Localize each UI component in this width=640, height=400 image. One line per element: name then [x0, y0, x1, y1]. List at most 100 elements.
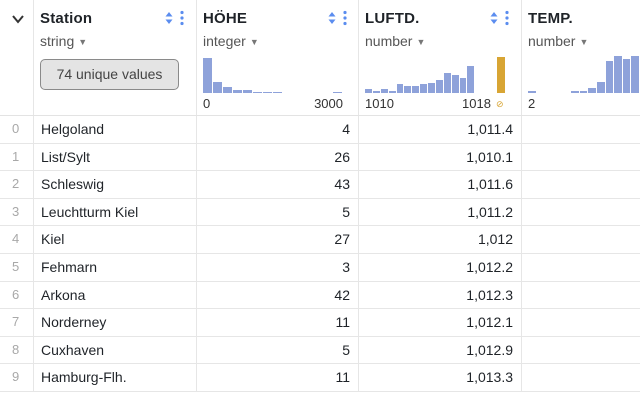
cell-temp[interactable] — [522, 282, 640, 309]
cell-station[interactable]: Kiel — [34, 226, 197, 253]
cell-hohe[interactable]: 3 — [197, 253, 359, 281]
cell-luftd[interactable]: 1,012.1 — [359, 309, 522, 336]
column-menu-icon[interactable] — [180, 10, 184, 26]
grid-header: Station string ▼ 74 unique values HÖHE in… — [0, 0, 640, 116]
cell-luftd[interactable]: 1,012.3 — [359, 281, 522, 309]
column-menu-icon[interactable] — [505, 10, 509, 26]
histogram-bar — [596, 81, 605, 93]
sort-icon[interactable] — [490, 11, 498, 25]
unique-values-badge[interactable]: 74 unique values — [40, 59, 179, 90]
histogram-max-label: 3000 — [314, 96, 343, 111]
type-dropdown[interactable]: number ▼ — [528, 33, 588, 49]
sort-icon[interactable] — [165, 11, 173, 25]
cell-luftd[interactable]: 1,012 — [359, 226, 522, 253]
cell-hohe[interactable]: 5 — [197, 198, 359, 226]
column-header-temp[interactable]: TEMP. number ▼ 2 — [522, 0, 640, 115]
cell-temp[interactable] — [522, 226, 640, 253]
histogram-bar — [467, 66, 475, 93]
table-row[interactable]: 4 Kiel 27 1,012 — [0, 226, 640, 254]
histogram-bar — [459, 78, 467, 93]
histogram-bar — [396, 84, 404, 93]
histogram-min-label: 1010 — [365, 96, 394, 111]
cell-luftd[interactable]: 1,012.2 — [359, 253, 522, 281]
type-dropdown[interactable]: string ▼ — [40, 33, 87, 49]
histogram-bar — [223, 87, 232, 93]
cell-hohe[interactable]: 26 — [197, 143, 359, 171]
table-row[interactable]: 0 Helgoland 4 1,011.4 — [0, 116, 640, 144]
table-row[interactable]: 8 Cuxhaven 5 1,012.9 — [0, 336, 640, 365]
histogram-bar — [588, 87, 596, 93]
cell-luftd[interactable]: 1,013.3 — [359, 364, 522, 391]
table-row[interactable]: 5 Fehmarn 3 1,012.2 — [0, 253, 640, 282]
cell-hohe[interactable]: 4 — [197, 116, 359, 143]
histogram-bar — [372, 90, 380, 93]
cell-station[interactable]: Arkona — [34, 281, 197, 309]
histogram-bar — [380, 88, 388, 93]
row-index: 1 — [0, 143, 34, 171]
row-index: 5 — [0, 253, 34, 281]
cell-station[interactable]: Schleswig — [34, 171, 197, 198]
histogram-bar — [443, 73, 451, 93]
table-row[interactable]: 1 List/Sylt 26 1,010.1 — [0, 143, 640, 172]
cell-temp[interactable] — [522, 144, 640, 171]
histogram-bar — [333, 92, 342, 93]
cell-hohe[interactable]: 42 — [197, 281, 359, 309]
cell-station[interactable]: Helgoland — [34, 116, 197, 143]
type-dropdown[interactable]: integer ▼ — [203, 33, 259, 49]
cell-station[interactable]: Hamburg-Flh. — [34, 364, 197, 391]
type-label: string — [40, 33, 75, 49]
type-label: number — [365, 33, 413, 49]
cell-temp[interactable] — [522, 254, 640, 281]
row-index: 2 — [0, 171, 34, 198]
cell-station[interactable]: Fehmarn — [34, 253, 197, 281]
row-index: 4 — [0, 226, 34, 253]
column-header-station[interactable]: Station string ▼ 74 unique values — [34, 0, 197, 115]
histogram-luftd[interactable] — [365, 56, 491, 93]
column-header-hohe[interactable]: HÖHE integer ▼ 0 3000 — [197, 0, 359, 115]
histogram-max-label: 1018 — [462, 96, 491, 111]
histogram-bar — [404, 86, 412, 93]
row-index: 9 — [0, 364, 34, 391]
histogram-bar — [451, 74, 459, 93]
cell-station[interactable]: Leuchtturm Kiel — [34, 198, 197, 226]
cell-station[interactable]: Norderney — [34, 309, 197, 336]
column-title: HÖHE — [203, 10, 248, 27]
table-row[interactable]: 7 Norderney 11 1,012.1 — [0, 309, 640, 337]
null-icon: ⊘ — [496, 99, 504, 109]
null-bar-luftd[interactable] — [497, 56, 505, 93]
cell-station[interactable]: Cuxhaven — [34, 336, 197, 364]
row-index: 7 — [0, 309, 34, 336]
cell-temp[interactable] — [522, 337, 640, 364]
histogram-temp[interactable] — [528, 56, 640, 93]
type-dropdown[interactable]: number ▼ — [365, 33, 425, 49]
cell-temp[interactable] — [522, 199, 640, 226]
cell-luftd[interactable]: 1,012.9 — [359, 336, 522, 364]
column-header-luftd[interactable]: LUFTD. number ▼ 1010 1018 ⊘ — [359, 0, 522, 115]
cell-temp[interactable] — [522, 309, 640, 336]
table-row[interactable]: 3 Leuchtturm Kiel 5 1,011.2 — [0, 198, 640, 227]
cell-hohe[interactable]: 43 — [197, 171, 359, 198]
table-row[interactable]: 2 Schleswig 43 1,011.6 — [0, 171, 640, 199]
histogram-bar — [435, 79, 443, 93]
cell-hohe[interactable]: 11 — [197, 309, 359, 336]
cell-temp[interactable] — [522, 364, 640, 391]
cell-temp[interactable] — [522, 171, 640, 198]
histogram-hohe[interactable] — [203, 56, 343, 93]
cell-hohe[interactable]: 27 — [197, 226, 359, 253]
cell-luftd[interactable]: 1,011.6 — [359, 171, 522, 198]
cell-station[interactable]: List/Sylt — [34, 143, 197, 171]
histogram-bar — [388, 90, 396, 93]
cell-luftd[interactable]: 1,011.4 — [359, 116, 522, 143]
table-row[interactable]: 9 Hamburg-Flh. 11 1,013.3 — [0, 364, 640, 392]
cell-hohe[interactable]: 5 — [197, 336, 359, 364]
cell-luftd[interactable]: 1,010.1 — [359, 143, 522, 171]
cell-luftd[interactable]: 1,011.2 — [359, 198, 522, 226]
sort-icon[interactable] — [328, 11, 336, 25]
histogram-min-label: 0 — [203, 96, 211, 111]
chevron-down-icon[interactable] — [11, 12, 25, 26]
table-row[interactable]: 6 Arkona 42 1,012.3 — [0, 281, 640, 310]
cell-temp[interactable] — [522, 116, 640, 143]
column-menu-icon[interactable] — [343, 10, 347, 26]
cell-hohe[interactable]: 11 — [197, 364, 359, 391]
